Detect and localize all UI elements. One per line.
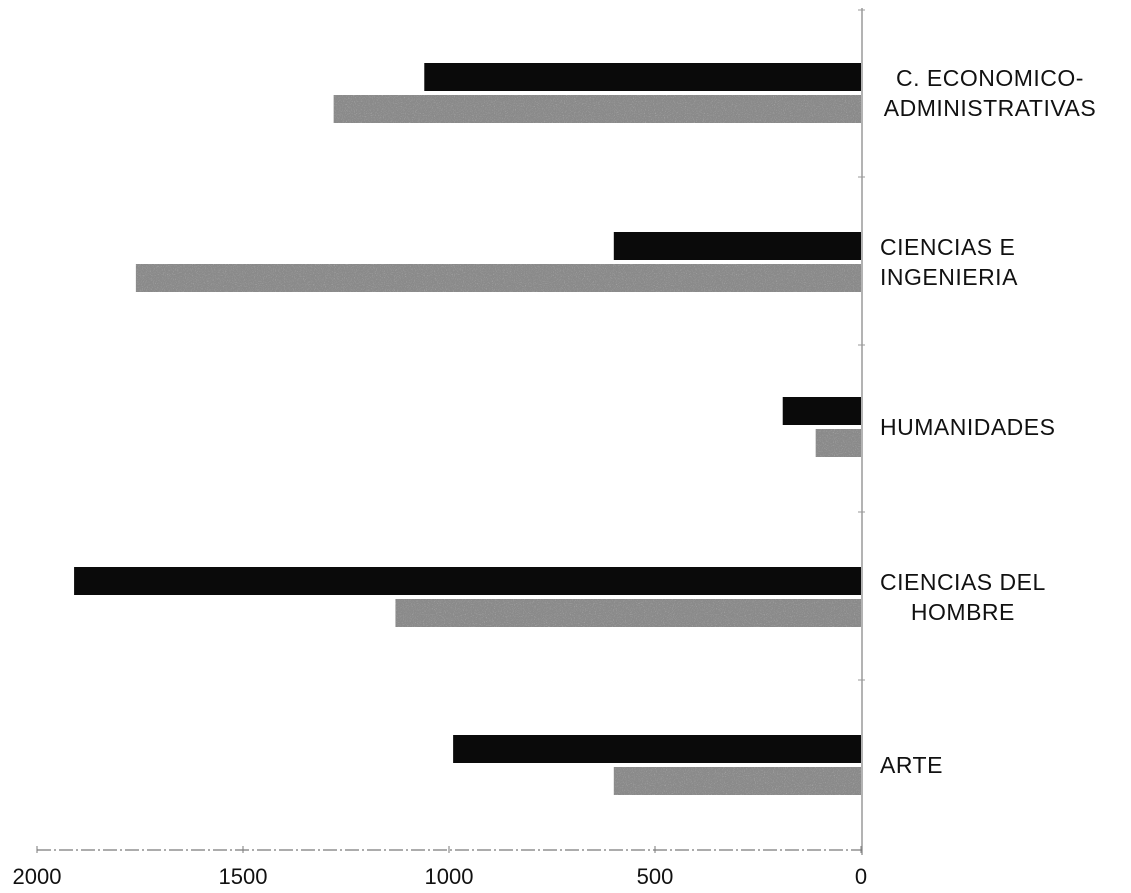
x-tick-label-2: 1500 [219, 864, 268, 889]
category-label-4-line-1: CIENCIAS DEL [880, 569, 1046, 595]
bar-series-1-cat-1 [424, 63, 861, 91]
category-label-4-line-2: HOMBRE [911, 599, 1015, 625]
bar-series-1-cat-3 [782, 397, 861, 425]
category-label-2-line-2: INGENIERIA [880, 264, 1018, 290]
bars-layer [74, 63, 861, 795]
x-tick-label-3: 1000 [425, 864, 474, 889]
axis-layer: 2000 1500 1000 500 0 [13, 8, 867, 889]
bar-series-2-cat-4 [395, 599, 861, 627]
labels-layer: C. ECONOMICO- ADMINISTRATIVAS CIENCIAS E IN… [880, 65, 1096, 778]
category-label-3-line-1: HUMANIDADES [880, 414, 1055, 440]
x-tick-label-1: 2000 [13, 864, 62, 889]
bar-series-2-cat-3 [815, 429, 861, 457]
category-label-2-line-1: CIENCIAS E [880, 234, 1015, 260]
bar-series-2-cat-5 [613, 767, 861, 795]
category-label-5-line-1: ARTE [880, 752, 943, 778]
category-label-1-line-1: C. ECONOMICO- [896, 65, 1084, 91]
x-tick-label-4: 500 [637, 864, 674, 889]
bar-series-1-cat-5 [453, 735, 861, 763]
x-tick-label-5: 0 [855, 864, 867, 889]
bar-series-2-cat-2 [135, 264, 861, 292]
bar-series-1-cat-2 [613, 232, 861, 260]
bar-series-2-cat-1 [333, 95, 861, 123]
bar-series-1-cat-4 [74, 567, 861, 595]
category-label-1-line-2: ADMINISTRATIVAS [884, 95, 1096, 121]
